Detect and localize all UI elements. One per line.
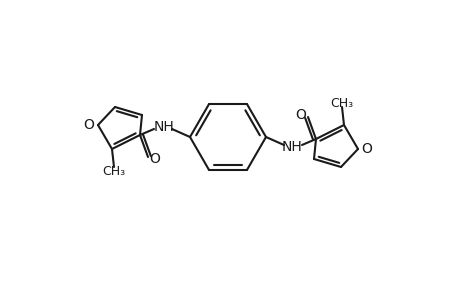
Text: NH: NH (153, 120, 174, 134)
Text: O: O (295, 108, 306, 122)
Text: O: O (361, 142, 372, 156)
Text: CH₃: CH₃ (102, 164, 125, 178)
Text: NH: NH (281, 140, 302, 154)
Text: CH₃: CH₃ (330, 97, 353, 110)
Text: O: O (84, 118, 94, 132)
Text: O: O (149, 152, 160, 166)
